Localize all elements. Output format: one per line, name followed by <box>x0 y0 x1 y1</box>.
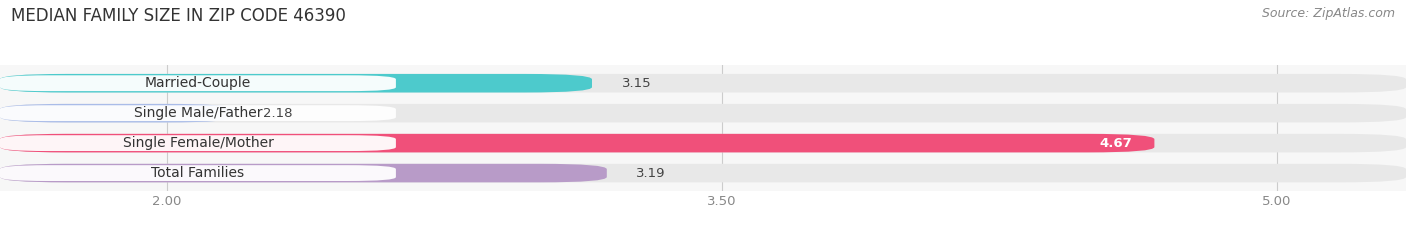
Text: Single Female/Mother: Single Female/Mother <box>122 136 273 150</box>
Text: 2.18: 2.18 <box>263 107 292 120</box>
FancyBboxPatch shape <box>0 74 1406 93</box>
Text: Source: ZipAtlas.com: Source: ZipAtlas.com <box>1261 7 1395 20</box>
FancyBboxPatch shape <box>0 134 1406 152</box>
FancyBboxPatch shape <box>0 104 1406 123</box>
FancyBboxPatch shape <box>0 75 396 91</box>
FancyBboxPatch shape <box>0 165 396 181</box>
Text: MEDIAN FAMILY SIZE IN ZIP CODE 46390: MEDIAN FAMILY SIZE IN ZIP CODE 46390 <box>11 7 346 25</box>
FancyBboxPatch shape <box>0 164 1406 182</box>
Text: Total Families: Total Families <box>152 166 245 180</box>
Text: 4.67: 4.67 <box>1099 137 1132 150</box>
FancyBboxPatch shape <box>0 135 396 151</box>
FancyBboxPatch shape <box>0 104 233 123</box>
Text: Single Male/Father: Single Male/Father <box>134 106 262 120</box>
FancyBboxPatch shape <box>0 164 607 182</box>
FancyBboxPatch shape <box>0 105 396 121</box>
Text: Married-Couple: Married-Couple <box>145 76 252 90</box>
Text: 3.19: 3.19 <box>637 167 666 180</box>
FancyBboxPatch shape <box>0 74 592 93</box>
FancyBboxPatch shape <box>0 134 1154 152</box>
Text: 3.15: 3.15 <box>621 77 651 90</box>
